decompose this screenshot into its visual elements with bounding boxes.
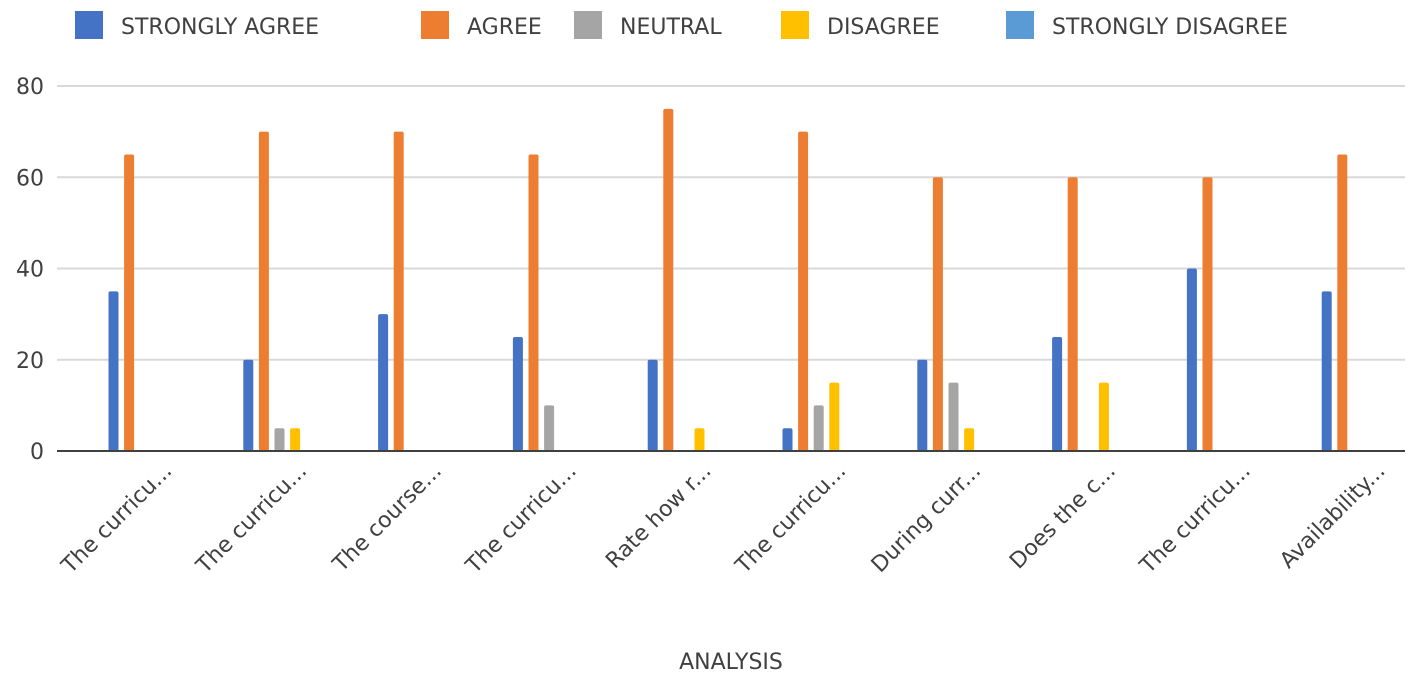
- y-axis-ticks: 0 20 40 60 80: [16, 75, 44, 465]
- x-category-label: The curricu...: [730, 459, 851, 580]
- bar: [544, 405, 555, 451]
- x-category-label: The curricu...: [191, 459, 312, 580]
- x-category-label: The course...: [328, 459, 447, 578]
- y-tick-label: 0: [30, 440, 44, 465]
- bar: [258, 131, 269, 451]
- legend: STRONGLY AGREE AGREE NEUTRAL DISAGREE STRONG…: [75, 11, 1288, 40]
- bar: [124, 154, 135, 451]
- legend-label: AGREE: [467, 15, 542, 40]
- gridlines: [57, 85, 1405, 361]
- bar: [1202, 177, 1213, 451]
- bar: [813, 405, 824, 451]
- x-axis-title: ANALYSIS: [679, 650, 783, 675]
- legend-label: DISAGREE: [827, 15, 940, 40]
- bar: [1052, 336, 1063, 451]
- bar: [647, 359, 658, 451]
- bar: [528, 154, 539, 451]
- legend-label: STRONGLY AGREE: [121, 15, 319, 40]
- x-category-label: During curr...: [867, 459, 986, 578]
- x-category-label: Rate how r...: [601, 459, 716, 574]
- bar: [694, 428, 705, 451]
- x-category-label: The curricu...: [56, 459, 177, 580]
- legend-swatch: [574, 11, 602, 39]
- x-category-label: Does the c...: [1005, 459, 1121, 575]
- y-tick-label: 60: [16, 166, 44, 191]
- bar: [782, 428, 793, 451]
- legend-swatch: [75, 11, 103, 39]
- bar: [243, 359, 254, 451]
- bar: [274, 428, 285, 451]
- bar: [1321, 291, 1332, 451]
- bar: [393, 131, 404, 451]
- x-category-label: The curricu...: [461, 459, 582, 580]
- y-tick-label: 80: [16, 75, 44, 100]
- bar: [1186, 268, 1197, 451]
- legend-swatch: [421, 11, 449, 39]
- bar: [1098, 382, 1109, 451]
- bar: [663, 108, 674, 451]
- legend-swatch: [781, 11, 809, 39]
- x-category-label: Availability...: [1275, 459, 1390, 574]
- y-tick-label: 40: [16, 258, 44, 283]
- legend-label: NEUTRAL: [620, 15, 722, 40]
- bar: [1337, 154, 1348, 451]
- bar: [798, 131, 809, 451]
- bar: [948, 382, 959, 451]
- bars: [108, 108, 1348, 451]
- bar: [932, 177, 943, 451]
- bar: [829, 382, 840, 451]
- bar: [512, 336, 523, 451]
- bar: [964, 428, 975, 451]
- legend-label: STRONGLY DISAGREE: [1052, 15, 1288, 40]
- x-axis-category-labels: The curricu... The curricu... The course..…: [56, 459, 1390, 580]
- bar: [290, 428, 301, 451]
- bar: [378, 314, 389, 451]
- bar: [917, 359, 928, 451]
- bar: [1067, 177, 1078, 451]
- bar: [108, 291, 119, 451]
- y-tick-label: 20: [16, 349, 44, 374]
- x-category-label: The curricu...: [1135, 459, 1256, 580]
- legend-swatch: [1006, 11, 1034, 39]
